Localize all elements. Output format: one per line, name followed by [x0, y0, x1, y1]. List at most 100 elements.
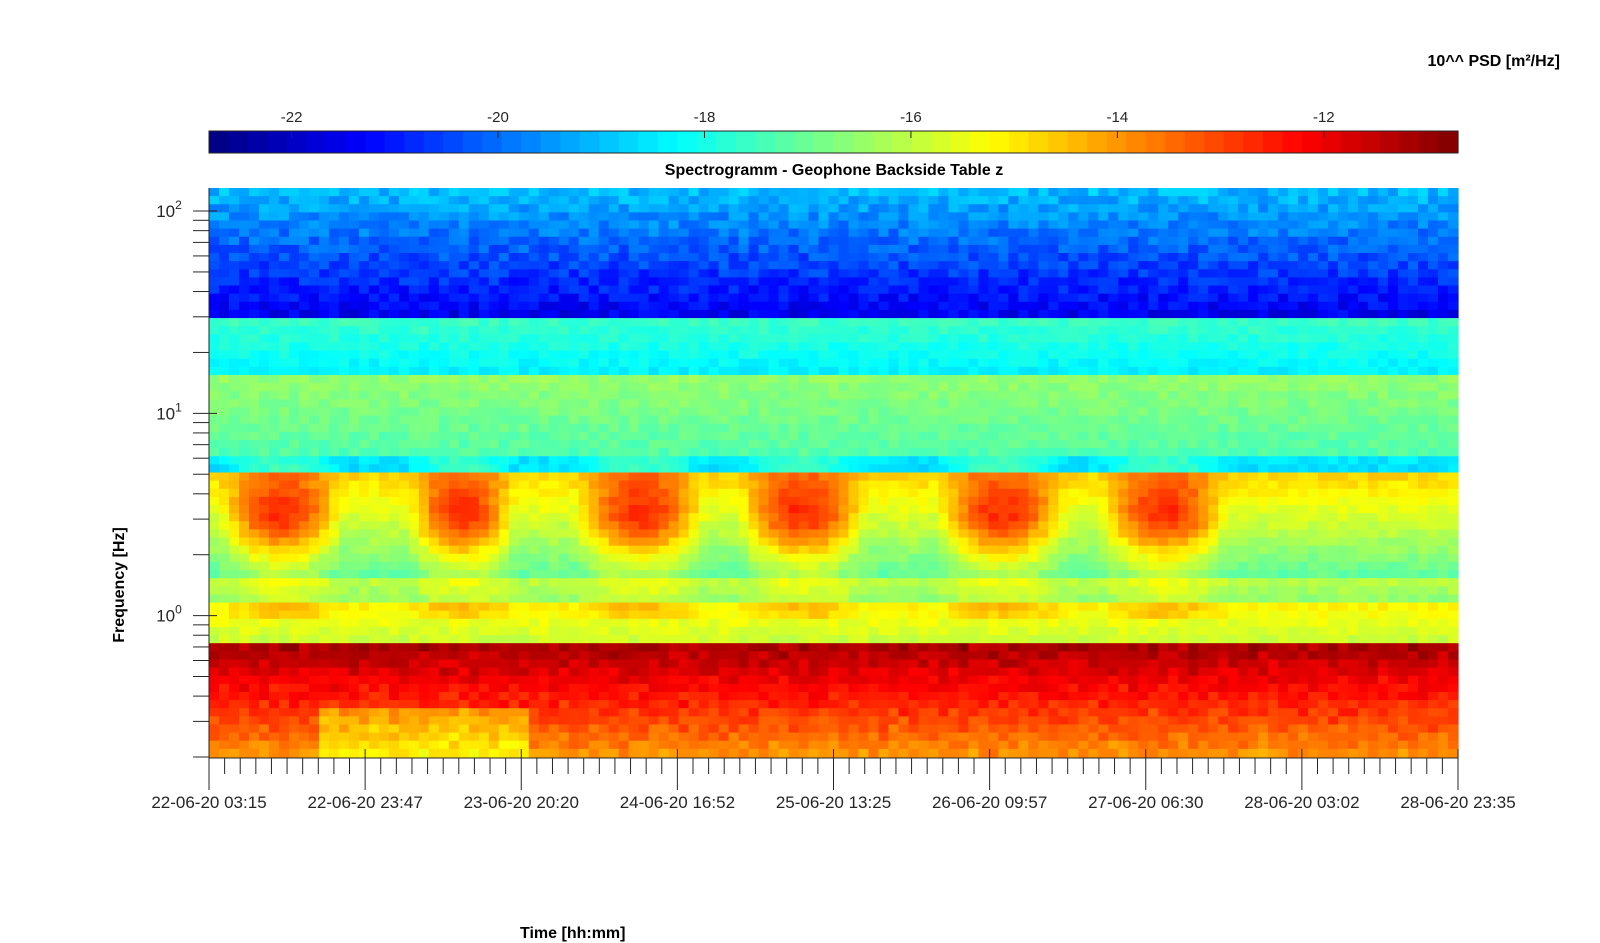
heatmap-cell [609, 342, 620, 351]
heatmap-cell [799, 456, 810, 465]
heatmap-cell [229, 269, 240, 278]
heatmap-cell [1108, 375, 1119, 384]
heatmap-cell [1308, 204, 1319, 213]
heatmap-cell [958, 326, 969, 335]
heatmap-cell [749, 359, 760, 368]
heatmap-cell [469, 245, 480, 254]
heatmap-cell [639, 407, 650, 416]
heatmap-cell [669, 497, 680, 506]
heatmap-cell [1128, 359, 1139, 368]
heatmap-cell [1368, 221, 1379, 230]
heatmap-cell [259, 221, 270, 230]
heatmap-cell [988, 245, 999, 254]
heatmap-cell [699, 383, 710, 392]
heatmap-cell [569, 310, 580, 319]
heatmap-cell [779, 221, 790, 230]
heatmap-cell [898, 261, 909, 270]
heatmap-cell [289, 221, 300, 230]
heatmap-cell [998, 261, 1009, 270]
heatmap-cell [1398, 221, 1409, 230]
heatmap-cell [1098, 221, 1109, 230]
heatmap-cell [1438, 391, 1449, 400]
heatmap-cell [269, 367, 280, 376]
heatmap-cell [399, 391, 410, 400]
heatmap-cell [938, 424, 949, 433]
heatmap-cell [509, 399, 520, 408]
heatmap-cell [1058, 391, 1069, 400]
heatmap-cell [749, 294, 760, 303]
heatmap-cell [549, 229, 560, 238]
heatmap-cell [888, 188, 899, 197]
heatmap-cell [988, 302, 999, 311]
heatmap-cell [809, 245, 820, 254]
heatmap-cell [1368, 310, 1379, 319]
heatmap-cell [719, 448, 730, 457]
heatmap-cell [1318, 440, 1329, 449]
heatmap-cell [329, 432, 340, 441]
heatmap-cell [1388, 481, 1399, 490]
heatmap-cell [978, 359, 989, 368]
heatmap-cell [918, 497, 929, 506]
heatmap-cell [1178, 261, 1189, 270]
heatmap-cell [1428, 375, 1439, 384]
heatmap-cell [659, 237, 670, 246]
heatmap-cell [1198, 416, 1209, 425]
heatmap-cell [799, 383, 810, 392]
heatmap-cell [279, 310, 290, 319]
heatmap-cell [559, 367, 570, 376]
heatmap-cell [249, 497, 260, 506]
heatmap-cell [679, 424, 690, 433]
heatmap-cell [469, 229, 480, 238]
heatmap-cell [1368, 334, 1379, 343]
heatmap-cell [719, 229, 730, 238]
heatmap-cell [1208, 261, 1219, 270]
heatmap-cell [459, 407, 470, 416]
heatmap-cell [1058, 367, 1069, 376]
heatmap-cell [479, 294, 490, 303]
heatmap-cell [269, 286, 280, 295]
heatmap-cell [1018, 326, 1029, 335]
heatmap-cell [1048, 277, 1059, 286]
heatmap-cell [559, 359, 570, 368]
heatmap-cell [359, 318, 370, 327]
heatmap-cell [609, 269, 620, 278]
heatmap-cell [679, 375, 690, 384]
heatmap-cell [309, 212, 320, 221]
heatmap-cell [1018, 188, 1029, 197]
heatmap-cell [239, 481, 250, 490]
heatmap-cell [329, 351, 340, 360]
heatmap-cell [419, 351, 430, 360]
heatmap-cell [259, 424, 270, 433]
heatmap-cell [629, 473, 640, 482]
heatmap-cell [639, 188, 650, 197]
heatmap-cell [998, 229, 1009, 238]
heatmap-cell [1338, 253, 1349, 262]
heatmap-cell [1288, 269, 1299, 278]
heatmap-cell [1148, 432, 1159, 441]
heatmap-cell [559, 375, 570, 384]
heatmap-cell [319, 473, 330, 482]
heatmap-cell [1328, 473, 1339, 482]
heatmap-cell [1378, 367, 1389, 376]
heatmap-cell [978, 269, 989, 278]
heatmap-cell [589, 505, 600, 514]
heatmap-cell [1068, 456, 1079, 465]
heatmap-cell [479, 302, 490, 311]
heatmap-cell [619, 432, 630, 441]
heatmap-cell [1378, 237, 1389, 246]
heatmap-cell [529, 505, 540, 514]
heatmap-cell [938, 294, 949, 303]
heatmap-cell [739, 351, 750, 360]
heatmap-cell [1108, 318, 1119, 327]
heatmap-cell [219, 383, 230, 392]
heatmap-cell [459, 399, 470, 408]
heatmap-cell [279, 294, 290, 303]
heatmap-cell [549, 489, 560, 498]
heatmap-cell [1348, 310, 1359, 319]
heatmap-cell [649, 497, 660, 506]
heatmap-cell [359, 489, 370, 498]
heatmap-cell [1108, 188, 1119, 197]
heatmap-cell [409, 367, 420, 376]
heatmap-cell [1148, 212, 1159, 221]
heatmap-cell [719, 497, 730, 506]
